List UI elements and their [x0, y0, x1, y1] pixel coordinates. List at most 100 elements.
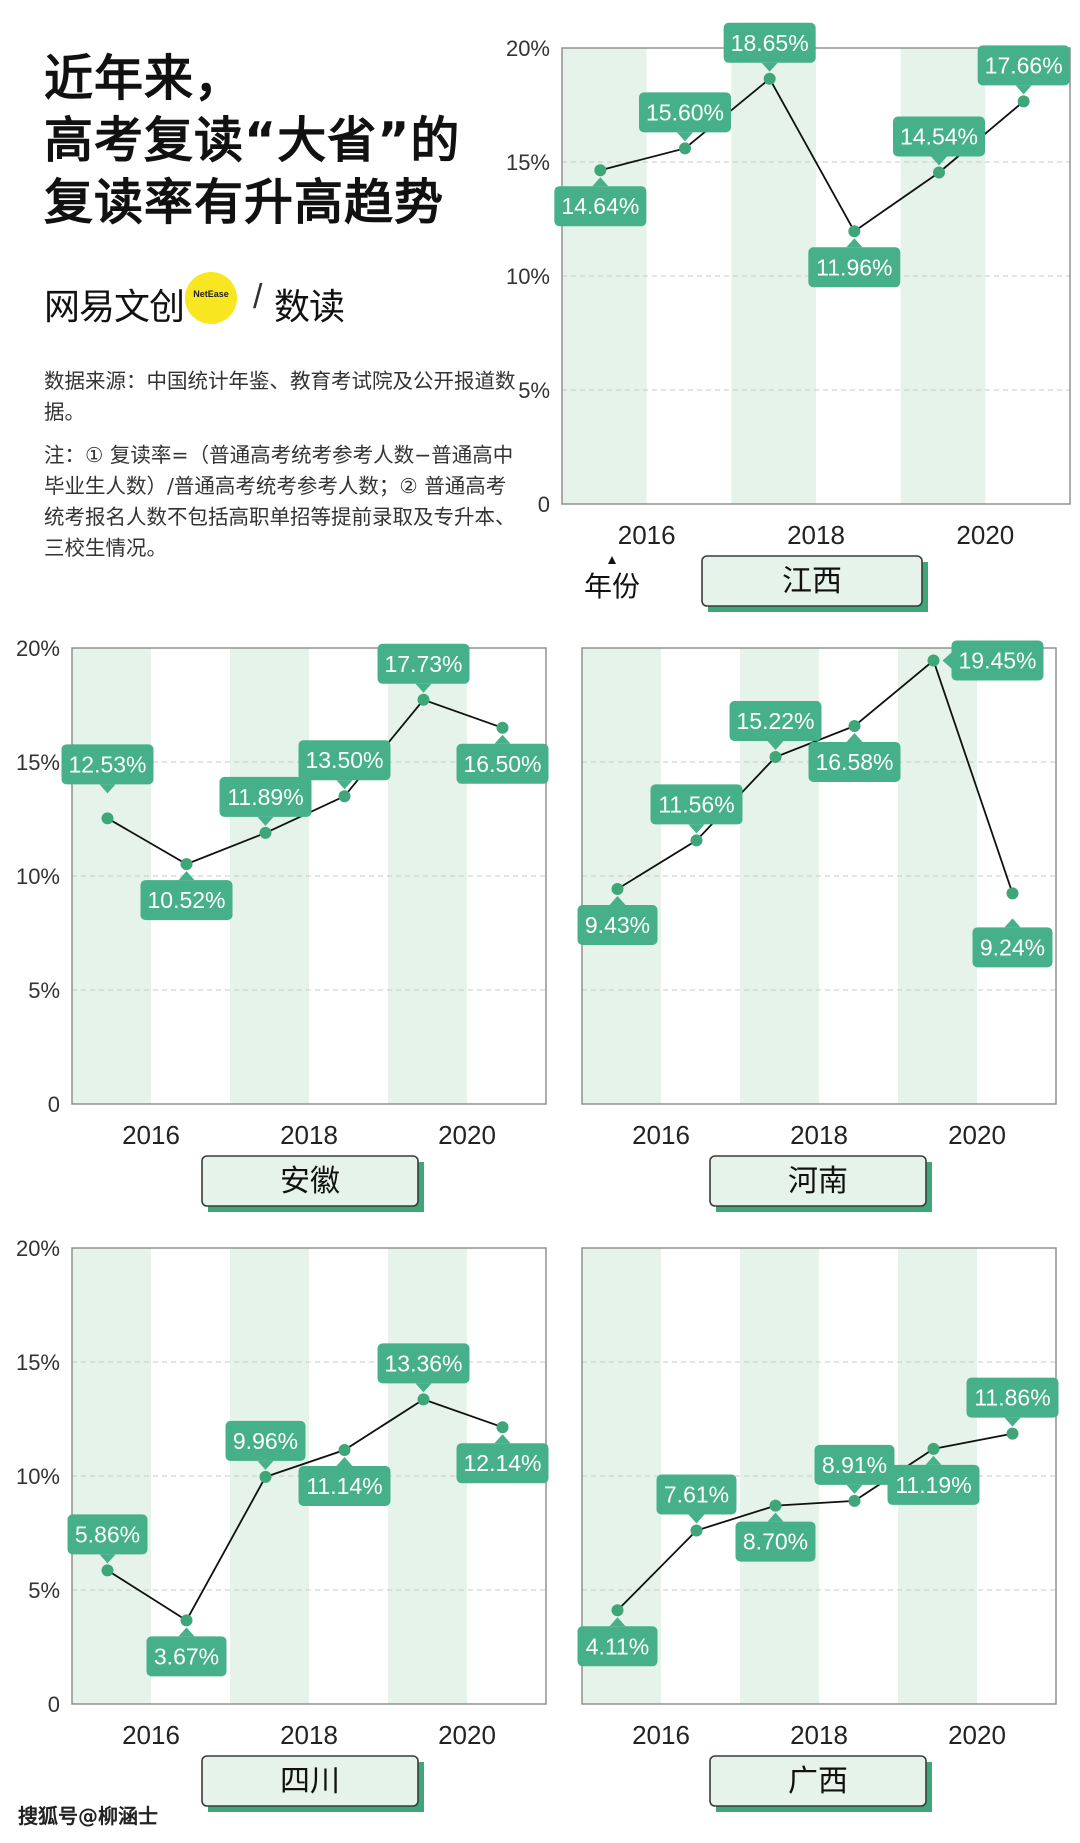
data-label-tail: [767, 740, 784, 750]
data-label-bg: [972, 927, 1053, 968]
data-point: [848, 719, 861, 732]
data-label: 15.22%: [729, 700, 822, 750]
data-label-text: 11.96%: [816, 254, 892, 280]
province-name: 河南: [788, 1164, 848, 1199]
x-tick-label: 2016: [632, 1120, 690, 1150]
data-label-tail: [336, 1457, 353, 1467]
data-label-tail: [336, 780, 353, 790]
title-line-3: 复读率有升高趋势: [44, 174, 445, 231]
brand-slash: /: [253, 278, 263, 316]
data-point: [848, 1494, 861, 1507]
data-point: [338, 790, 351, 803]
series-line: [616, 1432, 1013, 1611]
y-tick-label: 15%: [16, 1350, 60, 1375]
data-point: [611, 882, 624, 895]
data-label: 11.56%: [650, 784, 743, 834]
data-label-tail: [609, 1617, 626, 1627]
data-label-tail: [494, 734, 511, 744]
data-label-tail: [415, 683, 432, 693]
x-tick-label: 2020: [948, 1720, 1006, 1750]
data-label-bg: [735, 1521, 816, 1562]
data-point: [496, 1421, 509, 1434]
data-label-tail: [178, 871, 195, 881]
y-tick-label: 10%: [506, 264, 550, 289]
data-point: [933, 166, 945, 179]
data-label-tail: [1015, 85, 1032, 95]
chart-河南: 2016 2018 2020 9.43% 11.56% 15.22%16.58% 19.45…: [577, 640, 1057, 1212]
data-point: [611, 1604, 624, 1617]
data-label-tail: [178, 1627, 195, 1637]
x-tick-label: 2018: [280, 1120, 338, 1150]
page-title: 近年来， 高考复读“大省”的 复读率有升高趋势: [44, 48, 524, 234]
data-label-bg: [140, 880, 233, 921]
x-tick-label: 2018: [280, 1720, 338, 1750]
year-band: [562, 48, 647, 504]
data-label-tail: [99, 784, 116, 794]
data-point: [338, 1444, 351, 1457]
data-label-tail: [688, 1514, 705, 1524]
data-label-text: 18.65%: [731, 30, 809, 56]
data-point: [594, 164, 607, 177]
data-label-bg: [577, 904, 658, 945]
data-label-tail: [677, 132, 693, 142]
data-label-text: 9.24%: [980, 934, 1045, 960]
data-label-text: 16.50%: [463, 751, 541, 777]
data-label-tail: [415, 1383, 432, 1393]
data-label-bg: [729, 700, 822, 741]
data-label-text: 9.43%: [585, 912, 650, 938]
data-label-bg: [977, 45, 1070, 86]
data-label: 12.53%: [61, 744, 154, 794]
data-label-bg: [377, 643, 470, 684]
data-label-bg: [814, 1444, 895, 1485]
y-tick-label: 20%: [16, 1236, 60, 1261]
chart-安徽: 0 5% 10% 15% 20% 2016 2018 2020 12.53% 10.52% 11.8…: [16, 636, 549, 1212]
data-label-text: 17.73%: [384, 651, 462, 677]
data-label-text: 5.86%: [75, 1521, 140, 1547]
data-label: 4.11%: [577, 1617, 658, 1667]
province-label-box: [709, 1155, 927, 1207]
title-line-2: 高考复读“大省”的: [44, 112, 461, 169]
data-label-bg: [219, 776, 312, 817]
data-label-text: 10.52%: [147, 887, 225, 913]
x-tick-label: 2016: [122, 1120, 180, 1150]
series-line: [600, 77, 1025, 233]
data-label-bg: [456, 743, 549, 784]
data-label-bg: [808, 741, 901, 782]
x-tick-label: 2018: [790, 1120, 848, 1150]
province-label: 广西: [709, 1755, 932, 1812]
data-label: 12.14%: [456, 1434, 549, 1484]
data-label: 11.86%: [966, 1377, 1059, 1427]
data-label-text: 17.66%: [985, 52, 1063, 78]
data-point: [417, 1393, 430, 1406]
data-label: 17.66%: [977, 45, 1070, 95]
data-point: [259, 826, 272, 839]
plot-frame: [561, 47, 1071, 505]
chart-四川: 0 5% 10% 15% 20% 2016 2018 2020 5.86% 3.67% 9.96% 1…: [16, 1236, 549, 1812]
province-label: 江西: [701, 555, 928, 612]
data-label: 13.36%: [377, 1343, 470, 1393]
data-label-text: 11.86%: [974, 1385, 1050, 1411]
province-name: 四川: [280, 1764, 340, 1799]
data-label: 18.65%: [723, 22, 816, 72]
data-label-tail: [494, 1434, 511, 1444]
data-label-tail: [592, 177, 609, 187]
plot-frame: [71, 647, 547, 1105]
data-label: 3.67%: [146, 1627, 227, 1677]
data-point: [1006, 887, 1019, 900]
plot-frame: [581, 1247, 1057, 1705]
data-label-bg: [808, 247, 901, 288]
data-label: 11.19%: [887, 1455, 980, 1505]
data-label-bg: [61, 744, 154, 785]
y-tick-label: 15%: [506, 150, 550, 175]
data-label-text: 8.91%: [822, 1452, 887, 1478]
data-label-text: 11.19%: [895, 1472, 971, 1498]
data-point: [690, 834, 703, 847]
title-line-1: 近年来，: [44, 50, 245, 107]
data-label: 15.60%: [639, 92, 731, 142]
notes: 数据来源：中国统计年鉴、教育考试院及公开报道数据。 注：① 复读率=（普通高考统…: [44, 366, 524, 564]
y-tick-label: 20%: [506, 36, 550, 61]
data-label-text: 19.45%: [958, 648, 1036, 674]
data-label-bg: [639, 92, 731, 133]
